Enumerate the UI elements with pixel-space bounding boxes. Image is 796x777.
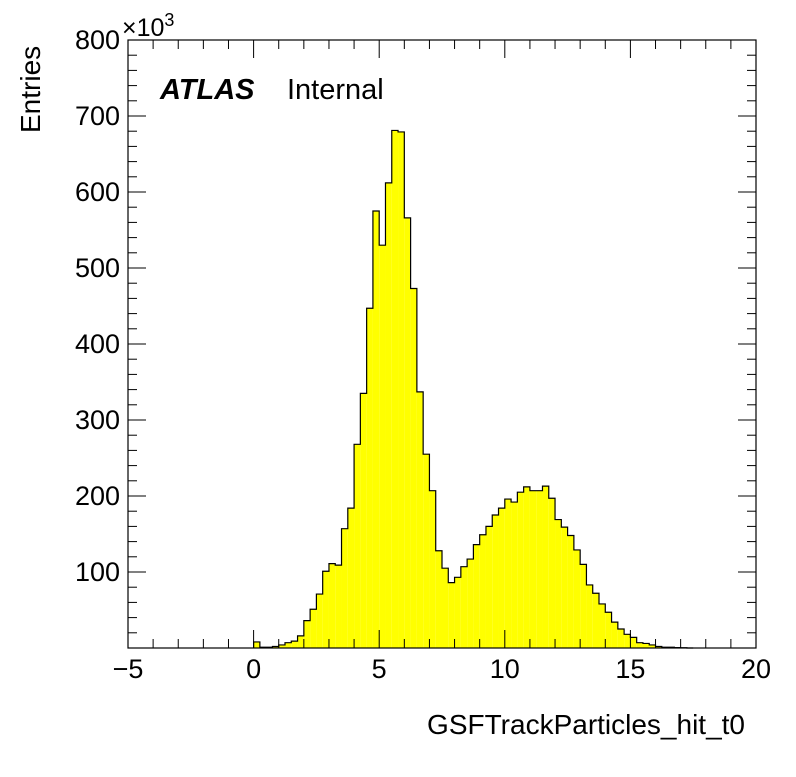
x-tick-label: 0 <box>246 654 261 684</box>
histogram-bin <box>524 487 530 648</box>
histogram-bin <box>429 491 435 648</box>
histogram-bin <box>411 289 417 648</box>
histogram-bin <box>304 621 310 648</box>
histogram-bin <box>335 565 341 648</box>
histogram-bin <box>417 392 423 648</box>
y-tick-label: 200 <box>75 481 120 511</box>
histogram-bin <box>367 308 373 648</box>
histogram-bin <box>480 535 486 648</box>
atlas-label: ATLAS <box>159 74 255 106</box>
histogram-bin <box>254 642 260 648</box>
histogram-bin <box>593 593 599 648</box>
histogram-bin <box>505 499 511 648</box>
histogram-bin <box>310 609 316 648</box>
histogram-bin <box>555 520 561 648</box>
histogram-bin <box>618 629 624 648</box>
histogram-bin <box>643 643 649 648</box>
histogram-bin <box>379 245 385 648</box>
histogram-bin <box>329 564 335 648</box>
histogram-bin <box>586 585 592 648</box>
histogram-bin <box>385 183 391 648</box>
histogram-bin <box>561 527 567 648</box>
x-tick-label: 15 <box>615 654 645 684</box>
histogram-bin <box>398 132 404 648</box>
histogram-bin <box>360 393 366 648</box>
histogram-bin <box>605 612 611 648</box>
histogram-bin <box>436 551 442 648</box>
x-tick-label: −5 <box>113 654 144 684</box>
histogram-bin <box>404 218 410 648</box>
histogram-bin <box>467 559 473 648</box>
y-tick-label: 700 <box>75 101 120 131</box>
histogram-bin <box>530 491 536 648</box>
histogram-bin <box>316 594 322 648</box>
y-axis-title: Entries <box>15 46 46 133</box>
histogram-bin <box>517 492 523 648</box>
histogram-bin <box>392 130 398 648</box>
x-axis-title: GSFTrackParticles_hit_t0 <box>427 709 745 740</box>
x-tick-label: 10 <box>490 654 520 684</box>
histogram-bin <box>637 643 643 648</box>
histogram-bin <box>291 641 297 648</box>
histogram-bin <box>373 211 379 648</box>
histogram-bin <box>473 545 479 648</box>
y-tick-label: 600 <box>75 177 120 207</box>
histogram-bin <box>486 526 492 648</box>
histogram-bin <box>285 643 291 648</box>
histogram-bin <box>348 508 354 648</box>
y-tick-label: 100 <box>75 557 120 587</box>
x-tick-label: 5 <box>372 654 387 684</box>
histogram-bin <box>442 568 448 648</box>
y-tick-label: 500 <box>75 253 120 283</box>
histogram-bin <box>323 571 329 648</box>
y-tick-label: 300 <box>75 405 120 435</box>
histogram-bin <box>630 637 636 648</box>
histogram-bin <box>342 529 348 648</box>
histogram-bin <box>423 454 429 648</box>
histogram-bin <box>536 491 542 648</box>
y-tick-label: 400 <box>75 329 120 359</box>
histogram-bin <box>455 577 461 648</box>
y-tick-label: 800 <box>75 25 120 55</box>
histogram-bin <box>612 622 618 648</box>
histogram-bin <box>461 567 467 648</box>
histogram-bin <box>624 634 630 648</box>
histogram-bin <box>542 486 548 648</box>
histogram-bin <box>448 583 454 648</box>
histogram-bin <box>568 536 574 648</box>
histogram-bin <box>492 515 498 648</box>
x-tick-label: 20 <box>741 654 771 684</box>
histogram-bin <box>499 508 505 648</box>
internal-label: Internal <box>287 74 384 106</box>
histogram-bin <box>354 444 360 648</box>
histogram-bin <box>298 636 304 648</box>
histogram-bin <box>580 564 586 648</box>
histogram-bin <box>599 604 605 648</box>
histogram-bin <box>511 502 517 648</box>
histogram-bin <box>574 550 580 648</box>
histogram-bin <box>549 498 555 648</box>
